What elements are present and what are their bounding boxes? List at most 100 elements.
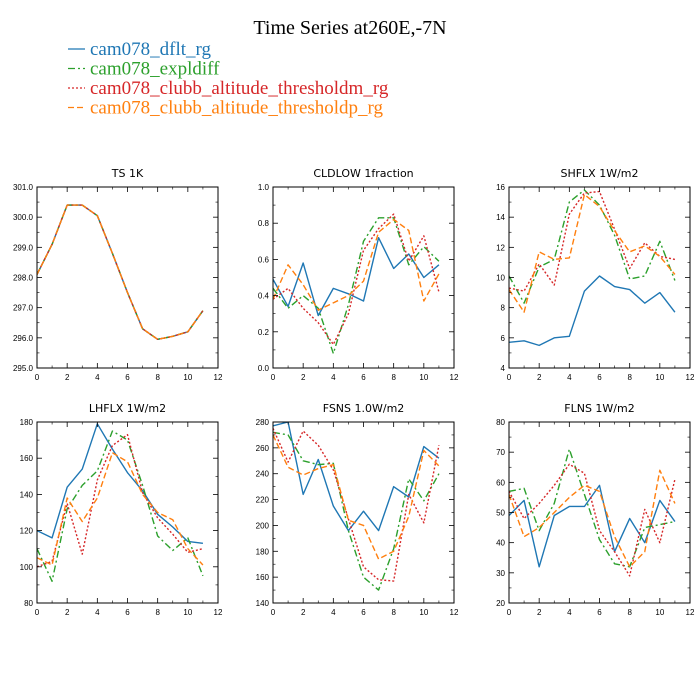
- panel-title: LHFLX 1W/m2: [89, 402, 166, 415]
- y-tick-label: 0.0: [258, 364, 270, 373]
- y-tick-label: 80: [496, 418, 505, 427]
- series-line-cam078-clubb-altitude-thresholdp-rg: [273, 434, 440, 560]
- y-tick-label: 120: [20, 527, 34, 536]
- x-tick-label: 0: [271, 608, 276, 617]
- legend-label-cam078-clubb-altitude-thresholdm-rg: cam078_clubb_altitude_thresholdm_rg: [90, 78, 389, 99]
- y-tick-label: 140: [256, 599, 270, 608]
- series-line-cam078-expldiff: [37, 430, 204, 582]
- y-tick-label: 296.0: [13, 334, 34, 343]
- series-line-cam078-dflt-rg: [273, 422, 440, 532]
- series-line-cam078-clubb-altitude-thresholdm-rg: [509, 190, 676, 292]
- x-tick-label: 2: [537, 373, 542, 382]
- x-tick-label: 8: [391, 608, 396, 617]
- x-tick-label: 6: [361, 608, 366, 617]
- x-tick-label: 12: [686, 373, 695, 382]
- x-tick-label: 4: [331, 608, 336, 617]
- y-tick-label: 14: [496, 213, 505, 222]
- series-line-cam078-dflt-rg: [273, 236, 440, 317]
- plot-frame: [272, 186, 455, 369]
- y-tick-label: 220: [256, 496, 270, 505]
- plot-frame: [508, 186, 691, 369]
- x-tick-label: 8: [391, 373, 396, 382]
- plot-frame: [508, 421, 691, 604]
- panel-title: TS 1K: [111, 167, 144, 180]
- y-tick-label: 0.4: [258, 292, 270, 301]
- y-tick-label: 70: [496, 448, 505, 457]
- x-tick-label: 10: [183, 373, 192, 382]
- y-tick-label: 0.8: [258, 219, 270, 228]
- x-tick-label: 2: [65, 608, 70, 617]
- x-tick-label: 8: [155, 608, 160, 617]
- x-tick-label: 8: [627, 373, 632, 382]
- panel-fsns: FSNS 1.0W/m2 0 2 4 6 8 10 12 140 160 180 200 220 240 2…: [256, 402, 459, 617]
- x-tick-label: 4: [95, 373, 100, 382]
- series-line-cam078-dflt-rg: [509, 275, 676, 347]
- series-line-cam078-expldiff: [509, 189, 676, 304]
- x-tick-label: 6: [597, 608, 602, 617]
- y-tick-label: 100: [20, 563, 34, 572]
- y-tick-label: 30: [496, 569, 505, 578]
- y-tick-label: 180: [256, 547, 270, 556]
- y-tick-label: 200: [256, 521, 270, 530]
- panel-cldlow: CLDLOW 1fraction 0 2 4 6 8 10 12 0.0 0.2 0.4 0.6 0.8…: [258, 167, 459, 382]
- y-tick-label: 40: [496, 539, 505, 548]
- panels: TS 1K 0 2 4 6 8 10 12 295.0 296.0 297.0 298.0 299.0 3…: [13, 167, 695, 617]
- legend-label-cam078-expldiff: cam078_expldiff: [90, 59, 220, 80]
- y-tick-label: 1.0: [258, 183, 270, 192]
- series-line-cam078-dflt-rg: [509, 484, 676, 568]
- panel-title: FLNS 1W/m2: [564, 402, 634, 415]
- x-tick-label: 4: [567, 373, 572, 382]
- panel-title: SHFLX 1W/m2: [560, 167, 638, 180]
- legend: cam078_dflt_rgcam078_expldiffcam078_club…: [68, 39, 389, 119]
- figure-title: Time Series at260E,-7N: [253, 17, 446, 39]
- y-tick-label: 300.0: [13, 213, 34, 222]
- x-tick-label: 6: [361, 373, 366, 382]
- y-tick-label: 20: [496, 599, 505, 608]
- series-line-cam078-clubb-altitude-thresholdm-rg: [273, 428, 440, 582]
- x-tick-label: 2: [301, 608, 306, 617]
- y-tick-label: 10: [496, 274, 505, 283]
- series-line-cam078-clubb-altitude-thresholdp-rg: [509, 193, 676, 313]
- y-tick-label: 140: [20, 490, 34, 499]
- x-tick-label: 0: [507, 373, 512, 382]
- x-tick-label: 4: [95, 608, 100, 617]
- x-tick-label: 0: [35, 373, 40, 382]
- panel-shflx: SHFLX 1W/m2 0 2 4 6 8 10 12 4 6 8 10 12 14 16: [496, 167, 695, 382]
- y-tick-label: 180: [20, 418, 34, 427]
- y-tick-label: 8: [501, 304, 506, 313]
- panel-ts: TS 1K 0 2 4 6 8 10 12 295.0 296.0 297.0 298.0 299.0 3…: [13, 167, 223, 382]
- x-tick-label: 12: [686, 608, 695, 617]
- y-tick-label: 16: [496, 183, 505, 192]
- y-tick-label: 280: [256, 418, 270, 427]
- y-tick-label: 297.0: [13, 304, 34, 313]
- x-tick-label: 0: [35, 608, 40, 617]
- series-line-cam078-expldiff: [509, 448, 676, 568]
- x-tick-label: 8: [627, 608, 632, 617]
- x-tick-label: 10: [655, 373, 664, 382]
- x-tick-label: 12: [214, 373, 223, 382]
- series-line-cam078-clubb-altitude-thresholdp-rg: [37, 452, 204, 566]
- y-tick-label: 298.0: [13, 274, 34, 283]
- y-tick-label: 240: [256, 470, 270, 479]
- legend-label-cam078-clubb-altitude-thresholdp-rg: cam078_clubb_altitude_thresholdp_rg: [90, 98, 384, 119]
- y-tick-label: 299.0: [13, 243, 34, 252]
- x-tick-label: 12: [214, 608, 223, 617]
- x-tick-label: 4: [331, 373, 336, 382]
- y-tick-label: 260: [256, 444, 270, 453]
- y-tick-label: 50: [496, 509, 505, 518]
- x-tick-label: 2: [65, 373, 70, 382]
- x-tick-label: 10: [183, 608, 192, 617]
- y-tick-label: 160: [256, 573, 270, 582]
- y-tick-label: 80: [24, 599, 33, 608]
- y-tick-label: 60: [496, 478, 505, 487]
- x-tick-label: 12: [450, 373, 459, 382]
- series-line-cam078-clubb-altitude-thresholdm-rg: [37, 433, 204, 568]
- series-line-cam078-dflt-rg: [37, 423, 204, 544]
- x-tick-label: 4: [567, 608, 572, 617]
- x-tick-label: 2: [537, 608, 542, 617]
- x-tick-label: 2: [301, 373, 306, 382]
- x-tick-label: 6: [125, 373, 130, 382]
- legend-label-cam078-dflt-rg: cam078_dflt_rg: [90, 39, 212, 60]
- x-tick-label: 8: [155, 373, 160, 382]
- panel-title: FSNS 1.0W/m2: [323, 402, 405, 415]
